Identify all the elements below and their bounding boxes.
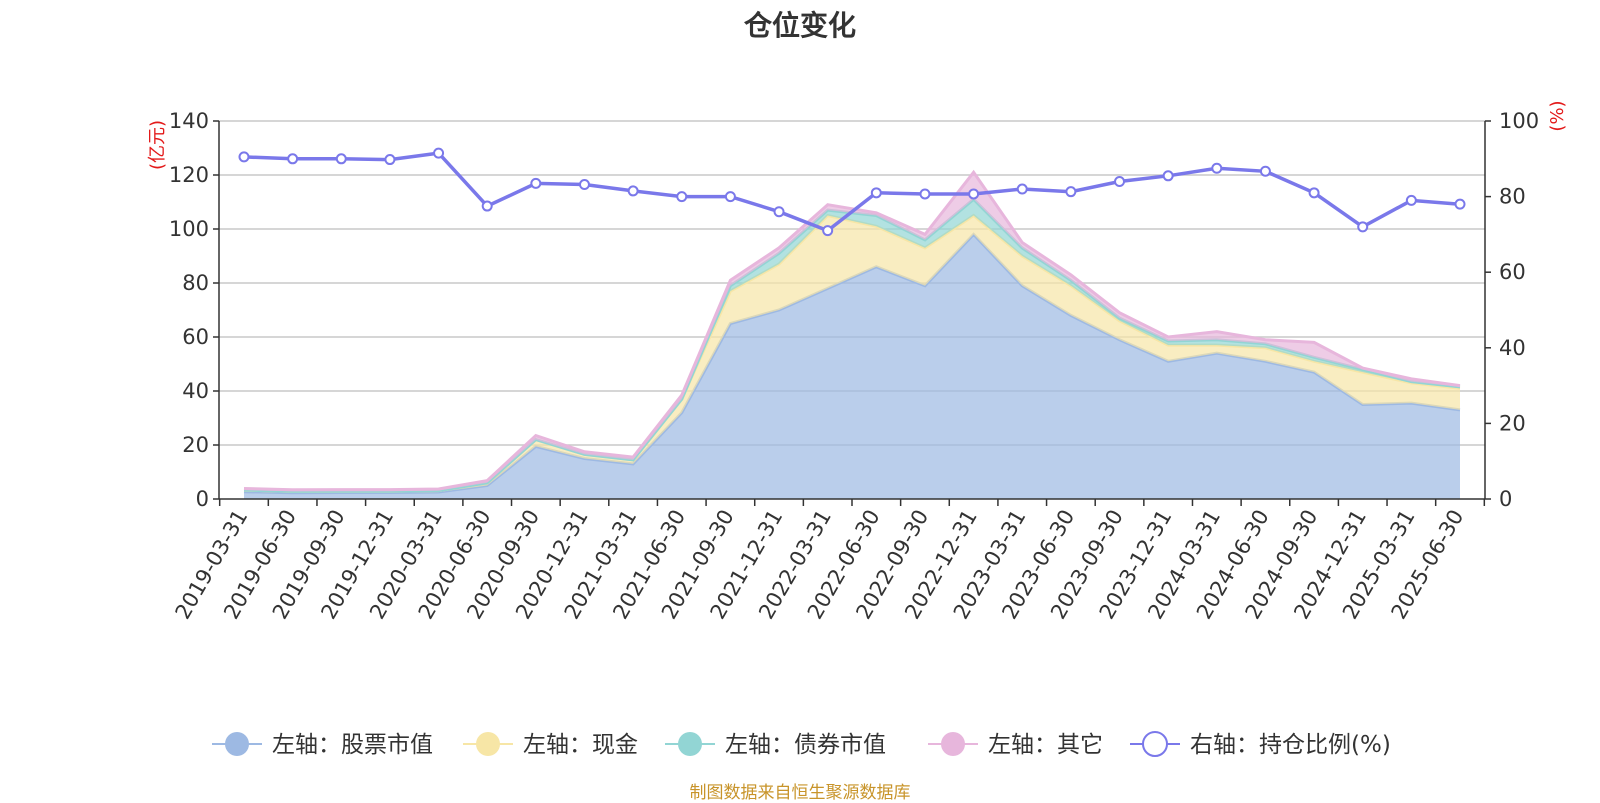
area-series [244, 215, 1460, 493]
ratio-point [1405, 194, 1417, 206]
left-axis-unit: (亿元) [147, 120, 168, 170]
ratio-line [238, 147, 1466, 237]
right-tick-label: 20 [1499, 411, 1526, 435]
right-tick-label: 40 [1499, 336, 1526, 360]
ratio-point [433, 147, 445, 159]
left-tick-label: 60 [182, 325, 209, 349]
ratio-point [238, 151, 250, 163]
ratio-point [1211, 162, 1223, 174]
right-tick-label: 100 [1499, 109, 1539, 133]
ratio-point [287, 153, 299, 165]
legend-item: 左轴：债券市值 [665, 732, 886, 758]
legend: 左轴：股票市值 左轴：现金 左轴：债券市值 左轴：其它 右轴：持仓比例(%) [212, 731, 1391, 758]
area-series-edge [243, 169, 1461, 492]
legend-label: 左轴：债券市值 [725, 732, 886, 758]
ratio-line-path [243, 151, 1461, 233]
right-tick-label: 80 [1499, 185, 1526, 209]
left-tick-label: 120 [169, 163, 209, 187]
ratio-point [724, 191, 736, 203]
legend-item: 左轴：现金 [463, 732, 638, 758]
ratio-point [335, 153, 347, 165]
source-note: 制图数据来自恒生聚源数据库 [689, 783, 911, 803]
right-tick-label: 0 [1499, 487, 1512, 511]
legend-item: 右轴：持仓比例(%) [1130, 731, 1391, 758]
left-tick-label: 140 [169, 109, 209, 133]
ratio-point [481, 200, 493, 212]
ratio-point [1454, 198, 1466, 210]
right-axis-unit: (%) [1547, 100, 1568, 131]
ratio-point [1357, 221, 1369, 233]
legend-circle-icon [225, 732, 249, 756]
legend-item: 左轴：其它 [928, 732, 1103, 758]
ratio-point [1114, 175, 1126, 187]
ratio-point [919, 188, 931, 200]
left-tick-label: 100 [169, 217, 209, 241]
ratio-point [384, 154, 396, 166]
ratio-point [1016, 183, 1028, 195]
legend-circle-icon [678, 732, 702, 756]
ratio-point [1259, 165, 1271, 177]
area-series [244, 234, 1460, 499]
ratio-point [1308, 187, 1320, 199]
chart-title: 仓位变化 [743, 9, 856, 42]
ratio-point [822, 225, 834, 237]
right-tick-label: 60 [1499, 260, 1526, 284]
ratio-point [1065, 186, 1077, 198]
legend-label: 左轴：股票市值 [272, 732, 433, 758]
legend-circle-icon [476, 732, 500, 756]
ratio-point [627, 185, 639, 197]
stacked-areas [243, 169, 1461, 499]
ratio-point [676, 191, 688, 203]
ratio-point [1162, 170, 1174, 182]
legend-circle-icon [1142, 731, 1168, 757]
ratio-point [578, 179, 590, 191]
left-tick-label: 40 [182, 379, 209, 403]
left-tick-label: 80 [182, 271, 209, 295]
ratio-point [968, 188, 980, 200]
left-tick-label: 0 [196, 487, 209, 511]
legend-label: 右轴：持仓比例(%) [1190, 732, 1391, 758]
legend-label: 左轴：现金 [523, 732, 638, 758]
legend-label: 左轴：其它 [988, 732, 1103, 758]
ratio-point [773, 206, 785, 218]
ratio-point [530, 177, 542, 189]
legend-circle-icon [941, 732, 965, 756]
legend-item: 左轴：股票市值 [212, 732, 433, 758]
left-tick-label: 20 [182, 433, 209, 457]
ratio-point [870, 187, 882, 199]
